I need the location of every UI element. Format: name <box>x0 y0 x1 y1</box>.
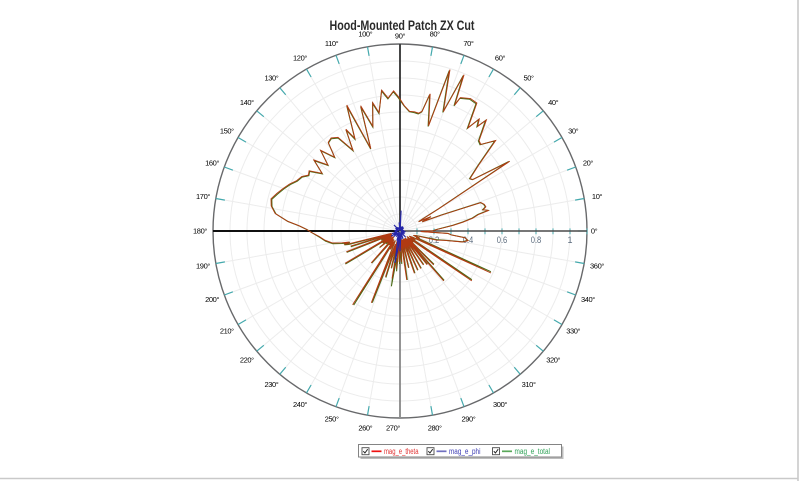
svg-text:100°: 100° <box>358 30 372 39</box>
svg-text:0.2: 0.2 <box>429 235 440 246</box>
svg-text:0.8: 0.8 <box>531 235 542 246</box>
svg-text:30°: 30° <box>568 127 579 136</box>
svg-text:150°: 150° <box>220 127 234 136</box>
svg-text:360°: 360° <box>590 261 604 270</box>
svg-text:50°: 50° <box>524 74 535 83</box>
svg-text:20°: 20° <box>583 158 594 167</box>
svg-text:130°: 130° <box>264 74 278 83</box>
svg-text:mag_e_total: mag_e_total <box>515 447 551 456</box>
svg-text:200°: 200° <box>205 295 219 304</box>
svg-text:260°: 260° <box>358 424 372 433</box>
svg-text:160°: 160° <box>205 158 219 167</box>
svg-text:110°: 110° <box>325 39 339 48</box>
svg-text:310°: 310° <box>522 380 536 389</box>
svg-text:40°: 40° <box>548 98 559 107</box>
svg-text:170°: 170° <box>196 192 210 201</box>
svg-text:90°: 90° <box>395 32 406 41</box>
svg-text:180°: 180° <box>193 227 207 236</box>
svg-text:0.6: 0.6 <box>497 235 508 246</box>
svg-text:80°: 80° <box>430 30 441 39</box>
svg-text:340°: 340° <box>581 295 595 304</box>
svg-text:60°: 60° <box>495 54 506 63</box>
svg-text:10°: 10° <box>592 192 603 201</box>
svg-text:Hood-Mounted Patch ZX Cut: Hood-Mounted Patch ZX Cut <box>330 18 475 33</box>
svg-text:330°: 330° <box>566 327 580 336</box>
svg-text:240°: 240° <box>293 400 307 409</box>
svg-text:290°: 290° <box>461 415 475 424</box>
svg-text:280°: 280° <box>428 424 442 433</box>
svg-text:mag_e_phi: mag_e_phi <box>449 447 481 456</box>
svg-text:220°: 220° <box>240 355 254 364</box>
svg-text:1: 1 <box>568 235 573 246</box>
svg-text:mag_e_theta: mag_e_theta <box>384 447 419 456</box>
svg-text:270°: 270° <box>386 424 400 433</box>
svg-text:230°: 230° <box>264 380 278 389</box>
svg-text:250°: 250° <box>325 415 339 424</box>
svg-text:190°: 190° <box>196 261 210 270</box>
svg-text:320°: 320° <box>546 355 560 364</box>
svg-text:0°: 0° <box>591 227 598 236</box>
svg-text:140°: 140° <box>240 98 254 107</box>
svg-text:300°: 300° <box>493 400 507 409</box>
svg-text:70°: 70° <box>463 39 474 48</box>
svg-text:120°: 120° <box>293 54 307 63</box>
svg-text:210°: 210° <box>220 327 234 336</box>
